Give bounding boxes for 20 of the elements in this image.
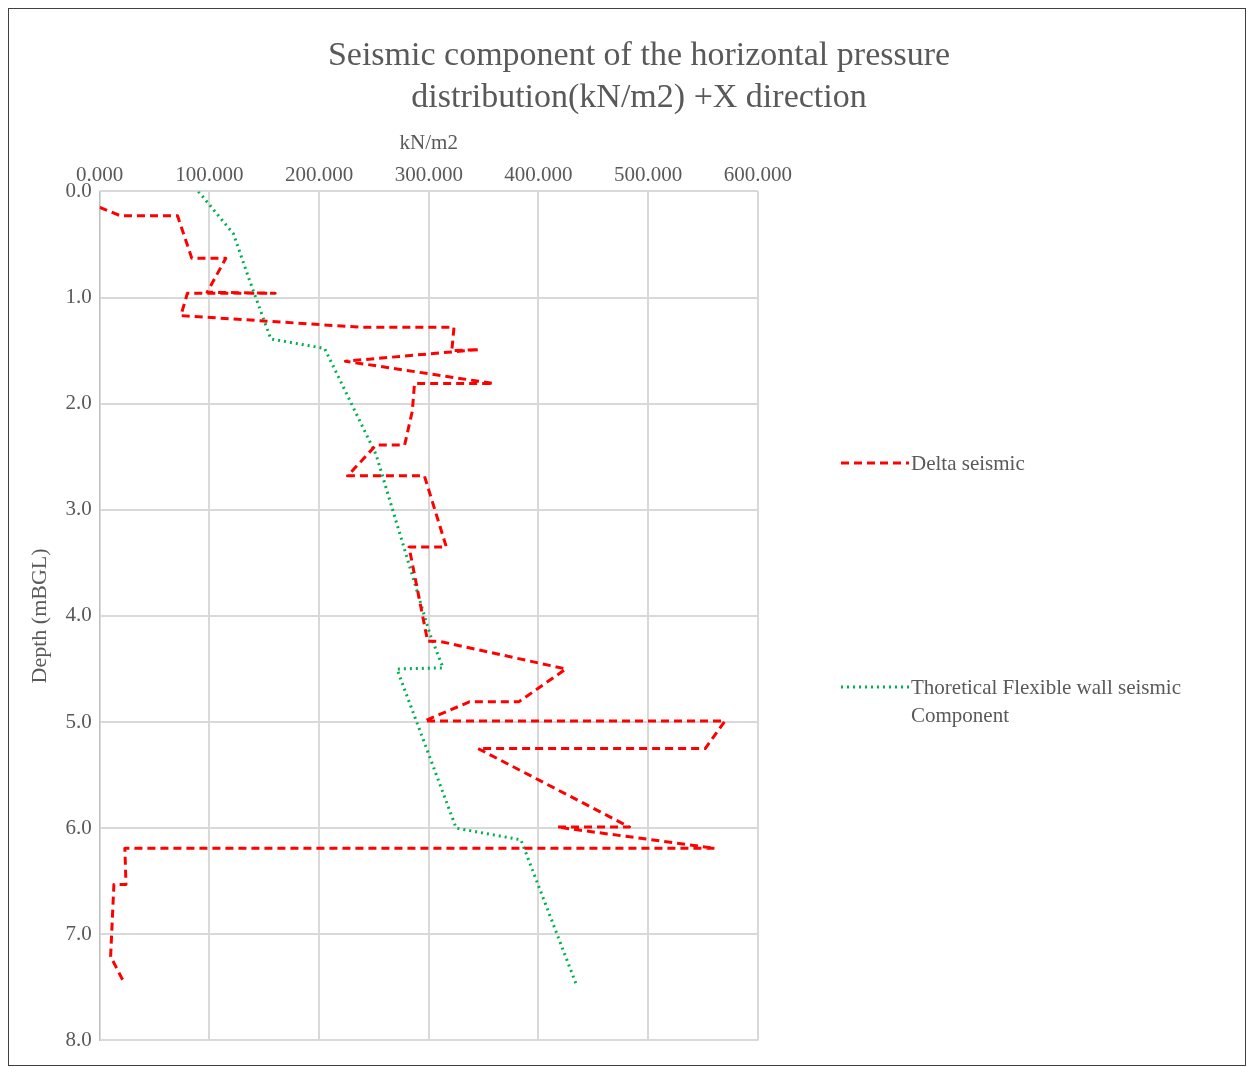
y-tick-label: 3.0	[65, 496, 92, 521]
legend-label: Delta seismic	[911, 450, 1026, 477]
x-tick-label: 400.000	[504, 162, 573, 187]
x-tick-label: 600.000	[723, 162, 792, 187]
y-axis-title: Depth (mBGL)	[25, 548, 51, 684]
line-series	[196, 191, 578, 985]
y-tick-label: 7.0	[65, 920, 92, 945]
y-tick-label: 6.0	[65, 814, 92, 839]
x-tick-label: 300.000	[394, 162, 463, 187]
legend-label: Thoretical Flexible wall seismic Component	[911, 674, 1182, 729]
x-tick-label: 100.000	[175, 162, 244, 187]
y-tick-label: 4.0	[65, 602, 92, 627]
y-tick-label: 5.0	[65, 708, 92, 733]
chart-title: Seismic component of the horizontal pressure distribution(kN/m2) +X direction	[326, 34, 952, 116]
x-tick-label: 500.000	[614, 162, 683, 187]
y-tick-label: 2.0	[65, 390, 92, 415]
x-tick-label: 200.000	[284, 162, 354, 187]
y-tick-label: 8.0	[65, 1026, 92, 1051]
x-axis-title: kN/m2	[399, 130, 458, 155]
y-tick-label: 1.0	[65, 284, 92, 309]
